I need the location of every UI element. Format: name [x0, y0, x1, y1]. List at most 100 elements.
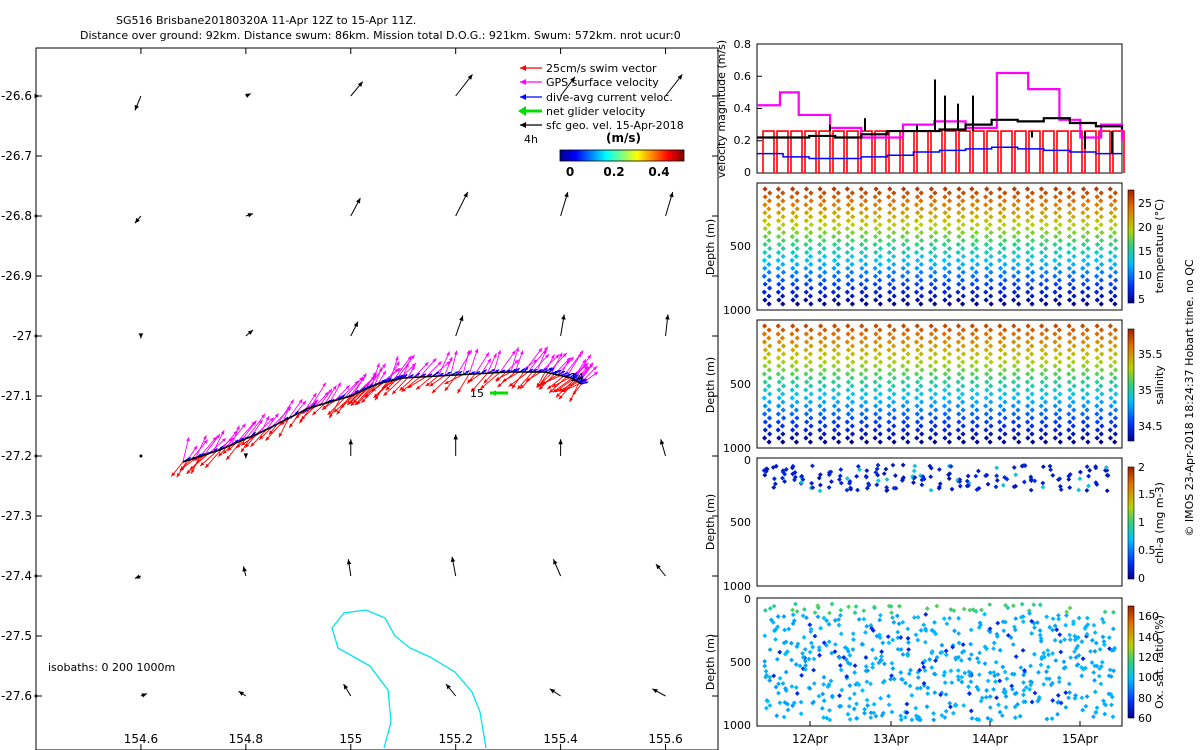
profile-point	[956, 226, 962, 232]
profile-point	[914, 323, 920, 329]
oxygen-point	[1092, 689, 1098, 695]
oxygen-point	[844, 674, 850, 679]
profile-point	[845, 297, 851, 303]
oxygen-point	[763, 674, 769, 680]
profile-point	[960, 327, 966, 333]
oxygen-point	[918, 685, 923, 691]
profile-point	[766, 269, 772, 275]
profile-point	[1112, 439, 1118, 445]
geo-vector	[549, 688, 561, 697]
profile-point	[767, 190, 773, 196]
profile-point	[1052, 419, 1059, 425]
profile-point	[904, 214, 910, 220]
swim-speed-step	[958, 130, 971, 173]
chl-cb-tick-4: 2	[1138, 461, 1145, 474]
profile-point	[969, 355, 975, 361]
profile-point	[914, 403, 920, 409]
profile-point	[1029, 230, 1036, 236]
oxygen-point	[1083, 703, 1089, 709]
profile-point	[928, 395, 934, 401]
oxygen-point	[870, 628, 876, 633]
profile-point	[794, 399, 800, 405]
profile-point	[877, 375, 883, 381]
oxygen-point	[968, 652, 974, 657]
oxygen-point	[1017, 713, 1023, 719]
oxygen-point	[1032, 690, 1038, 696]
profile-point	[988, 359, 994, 365]
profile-point	[844, 435, 851, 441]
profile-point	[1002, 327, 1008, 333]
profile-point	[932, 253, 938, 260]
gps-velocity-arrow	[395, 354, 416, 380]
profile-point	[969, 210, 975, 216]
swim-vector-arrow	[250, 429, 267, 448]
oxygen-point	[790, 612, 796, 618]
profile-point	[766, 439, 772, 445]
profile-point	[1024, 419, 1031, 425]
profile-point	[973, 190, 980, 196]
profile-point	[789, 387, 795, 393]
profile-point	[1080, 249, 1086, 256]
profile-point	[928, 226, 934, 232]
profile-point	[1011, 194, 1018, 200]
oxygen-point	[847, 661, 853, 667]
profile-point	[1098, 214, 1104, 220]
profile-point	[762, 281, 768, 287]
swim-vector-arrow	[495, 371, 512, 381]
profile-point	[789, 355, 795, 361]
profile-point	[946, 230, 952, 236]
profile-point	[822, 343, 828, 349]
oxygen-point	[816, 693, 822, 699]
chla-point	[790, 463, 796, 469]
profile-point	[1085, 198, 1091, 204]
profile-point	[789, 363, 795, 369]
profile-point	[956, 355, 962, 361]
profile-point	[858, 249, 865, 256]
oxygen-point	[801, 606, 807, 612]
profile-point	[987, 351, 993, 357]
chla-point	[1058, 487, 1064, 493]
sal-ylabel: Depth (m)	[704, 357, 717, 413]
profile-point	[997, 395, 1003, 401]
profile-point	[775, 323, 781, 329]
date-tick-14apr: 14Apr	[972, 732, 1008, 746]
oxygen-point	[1096, 673, 1102, 679]
chl-ylabel: Depth (m)	[704, 494, 717, 550]
profile-point	[794, 351, 800, 357]
profile-point	[914, 257, 921, 263]
profile-point	[988, 423, 994, 429]
profile-point	[780, 222, 786, 228]
profile-point	[1039, 289, 1045, 295]
oxygen-point	[886, 702, 892, 708]
profile-point	[956, 194, 962, 200]
oxygen-point	[1048, 682, 1054, 688]
profile-point	[1042, 367, 1049, 373]
profile-point	[1038, 297, 1044, 303]
oxygen-point	[1075, 635, 1081, 640]
profile-point	[918, 222, 924, 228]
profile-point	[974, 206, 980, 212]
oxygen-point	[851, 637, 856, 642]
profile-point	[1112, 285, 1118, 291]
profile-point	[1107, 273, 1113, 279]
profile-point	[970, 241, 976, 248]
profile-point	[1112, 190, 1118, 196]
oxygen-point	[1084, 631, 1090, 637]
oxygen-point	[1021, 692, 1026, 698]
oxygen-point	[872, 605, 877, 611]
chla-point	[1094, 482, 1100, 487]
profile-point	[849, 335, 856, 341]
profile-point	[1057, 190, 1064, 196]
profile-point	[1070, 391, 1076, 397]
profile-point	[873, 226, 879, 232]
oxy-cb-tick-3: 120	[1138, 651, 1159, 664]
oxygen-point	[942, 669, 948, 675]
profile-point	[830, 339, 837, 345]
profile-point	[803, 186, 810, 192]
oxygen-point	[864, 697, 870, 703]
profile-point	[789, 395, 795, 401]
profile-point	[973, 269, 979, 275]
profile-point	[1056, 206, 1063, 212]
profile-point	[914, 297, 921, 303]
profile-point	[1067, 218, 1073, 224]
